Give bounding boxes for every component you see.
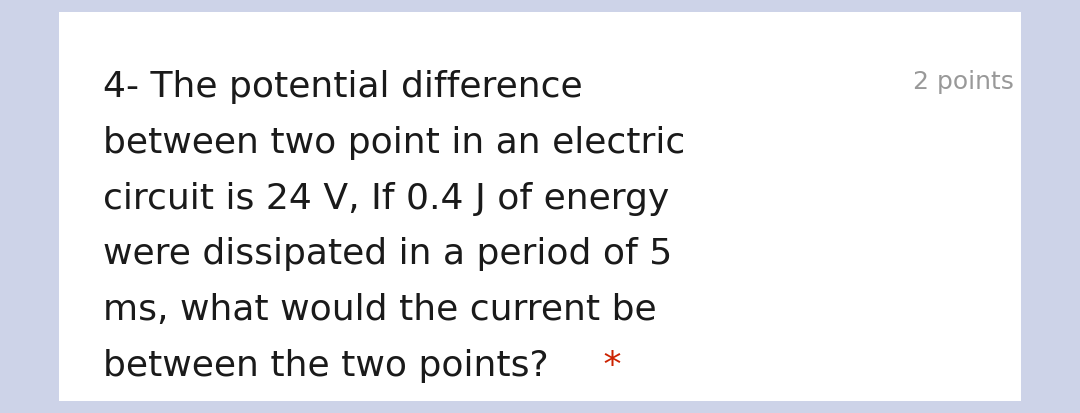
Text: between two point in an electric: between two point in an electric: [103, 126, 685, 160]
Text: ms, what would the current be: ms, what would the current be: [103, 293, 657, 327]
Text: between the two points?: between the two points?: [103, 349, 549, 383]
Text: 2 points: 2 points: [913, 70, 1013, 94]
Text: were dissipated in a period of 5: were dissipated in a period of 5: [103, 237, 672, 271]
Text: *: *: [592, 349, 621, 383]
Text: circuit is 24 V, If 0.4 J of energy: circuit is 24 V, If 0.4 J of energy: [103, 182, 669, 216]
Text: 4- The potential difference: 4- The potential difference: [103, 70, 582, 104]
